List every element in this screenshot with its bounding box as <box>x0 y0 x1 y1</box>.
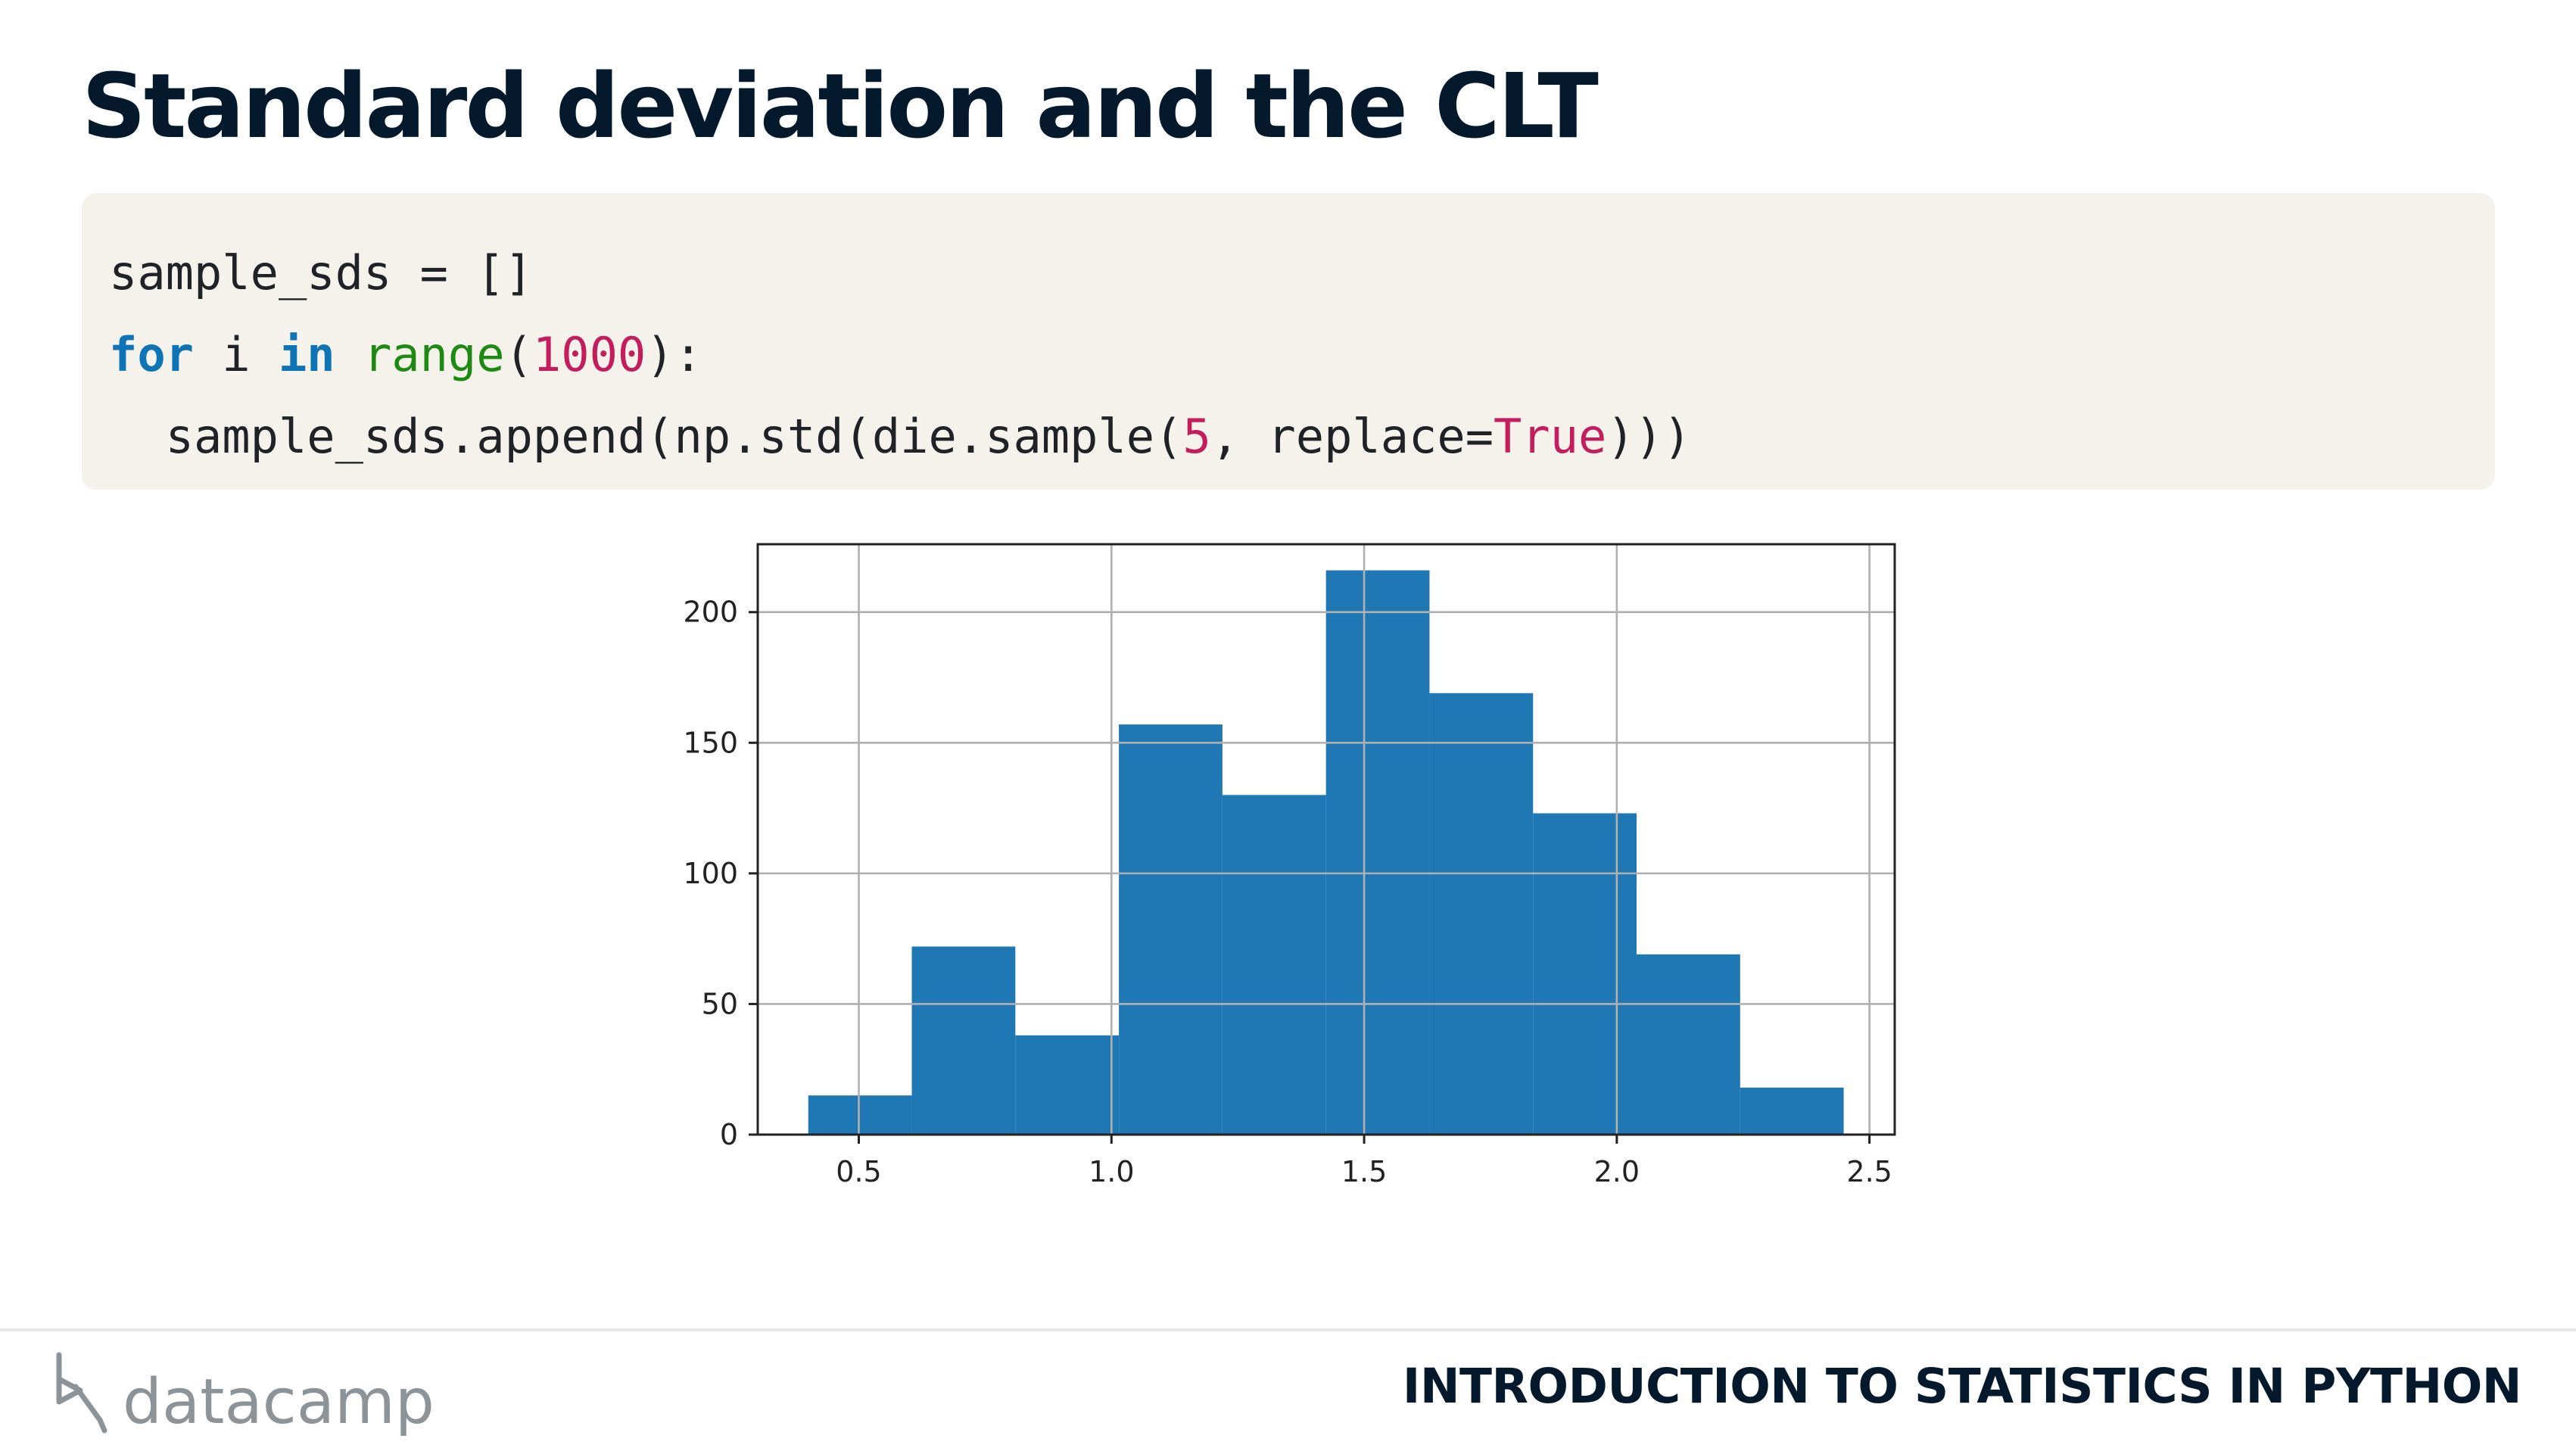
x-tick-label: 1.5 <box>1341 1155 1387 1188</box>
loop-variable: i <box>193 327 279 382</box>
keyword-for: for <box>109 327 194 382</box>
code-line-3: sample_sds.append(np.std(die.sample(5, r… <box>109 396 2495 478</box>
histogram-bar <box>1325 570 1430 1135</box>
slide-title: Standard deviation and the CLT <box>82 54 1599 158</box>
code-closing-parens: ))) <box>1606 409 1692 464</box>
x-tick-label: 2.0 <box>1594 1155 1640 1188</box>
datacamp-wordmark: datacamp <box>123 1366 435 1438</box>
keyword-in: in <box>278 327 335 382</box>
histogram-chart: 0.5 1.0 1.5 2.0 2.5 0 50 100 150 200 <box>683 543 1896 1188</box>
histogram-bar <box>1740 1087 1844 1135</box>
code-line-1: sample_sds = [] <box>109 245 533 300</box>
y-tick-label: 200 <box>683 596 738 629</box>
y-tick-label: 50 <box>702 987 738 1020</box>
histogram-bar <box>1015 1035 1120 1135</box>
number-literal-5: 5 <box>1182 409 1211 464</box>
code-space <box>335 327 363 382</box>
code-append-call: sample_sds.append(np.std(die.sample( <box>109 409 1183 464</box>
y-tick-label: 150 <box>683 726 738 759</box>
paren-open: ( <box>504 327 533 382</box>
histogram-bar <box>808 1095 912 1135</box>
code-block: sample_sds = [] for i in range(1000): sa… <box>82 193 2495 490</box>
y-tick-label: 100 <box>683 857 738 890</box>
bool-literal-true: True <box>1494 409 1607 464</box>
y-tick-label: 0 <box>720 1118 738 1151</box>
histogram-bar <box>1119 724 1223 1135</box>
histogram-bar <box>1533 813 1637 1135</box>
footer-divider <box>0 1328 2576 1331</box>
datacamp-logo-icon <box>56 1352 107 1434</box>
histogram-bar <box>1429 693 1534 1135</box>
plot-frame <box>756 543 1896 1136</box>
datacamp-logo: datacamp <box>56 1352 435 1438</box>
paren-close: ): <box>646 327 702 382</box>
histogram-bar <box>1637 954 1740 1135</box>
histogram-bar <box>911 946 1016 1135</box>
histogram-bar <box>1222 795 1326 1135</box>
x-tick-label: 0.5 <box>836 1155 881 1188</box>
code-replace-arg: , replace= <box>1210 409 1494 464</box>
x-tick-label: 1.0 <box>1089 1155 1134 1188</box>
builtin-range: range <box>363 327 505 382</box>
course-name: INTRODUCTION TO STATISTICS IN PYTHON <box>1402 1359 2522 1414</box>
number-literal-1000: 1000 <box>532 327 646 382</box>
x-tick-label: 2.5 <box>1846 1155 1892 1188</box>
code-line-2: for i in range(1000): <box>109 314 2495 396</box>
